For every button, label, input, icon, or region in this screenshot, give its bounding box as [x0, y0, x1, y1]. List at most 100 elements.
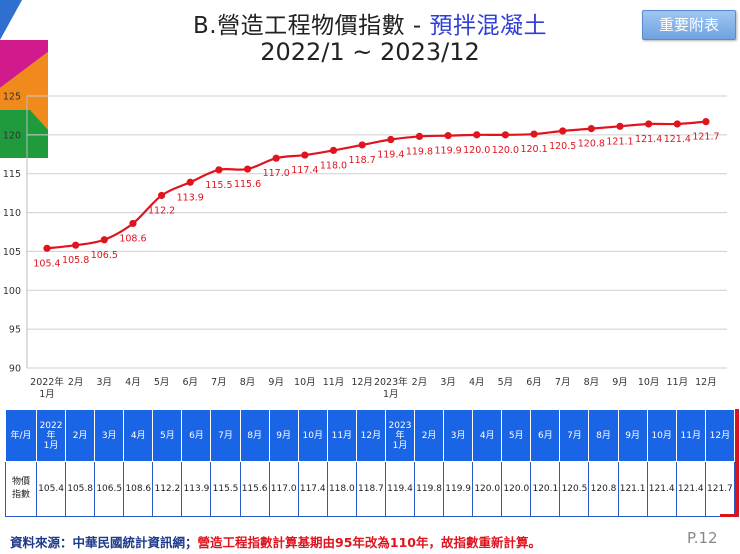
y-tick-label: 90: [9, 364, 21, 375]
y-tick-label: 120: [3, 130, 21, 141]
data-point: [616, 122, 624, 130]
table-cell: 118.0: [326, 461, 357, 517]
x-tick-label: 7月: [555, 377, 571, 388]
table-cell: 120.0: [501, 461, 532, 517]
table-cell: 120.8: [588, 461, 619, 517]
x-tick-label: 2月: [412, 377, 428, 388]
table-cell: 120.1: [530, 461, 561, 517]
data-label: 117.4: [291, 165, 318, 176]
table-cell: 106.5: [94, 461, 125, 517]
y-axis-ticks: 90 95 100 105 110 115 120 125: [3, 92, 21, 375]
source-note: 營造工程指數計算基期由95年改為110年，故指數重新計算。: [197, 535, 542, 550]
data-point: [72, 241, 80, 249]
y-tick-label: 110: [3, 208, 21, 219]
table-cell: 121.4: [646, 461, 677, 517]
data-point: [387, 135, 395, 144]
data-point: [587, 125, 595, 133]
x-tick-label: 5月: [154, 377, 170, 388]
table-cell: 113.9: [181, 461, 212, 517]
table-column-header: 7月: [559, 409, 590, 462]
appendix-button[interactable]: 重要附表: [642, 10, 736, 40]
data-label: 119.4: [377, 150, 404, 161]
data-label: 118.0: [320, 160, 347, 171]
data-label: 121.1: [606, 136, 633, 147]
data-label: 119.8: [406, 146, 433, 157]
data-point: [329, 146, 338, 154]
table-column-header: 2月: [65, 409, 96, 462]
table-corner-header: 年/月: [5, 409, 37, 462]
y-tick-label: 105: [3, 247, 21, 258]
table-cell: 118.7: [355, 461, 386, 517]
y-tick-label: 125: [3, 92, 21, 103]
x-tick-label: 10月: [294, 377, 316, 388]
table-column-header: 4月: [472, 409, 503, 462]
table-cell: 119.8: [414, 461, 445, 517]
title-prefix: B.營造工程物價指數 -: [192, 13, 430, 39]
y-tick-label: 95: [9, 325, 21, 336]
table-cell: 121.4: [675, 461, 706, 517]
table-cell: 115.6: [239, 461, 270, 517]
table-column-header: 2022年 1月: [35, 409, 67, 462]
x-tick-label: 6月: [526, 377, 542, 388]
y-tick-label: 115: [3, 169, 21, 180]
table-cell: 117.0: [268, 461, 299, 517]
source-text: 資料來源：中華民國統計資訊網；: [10, 535, 198, 550]
data-label: 108.6: [119, 233, 146, 244]
data-label: 117.0: [263, 168, 290, 179]
table-column-header: 11月: [326, 409, 357, 462]
data-point: [415, 132, 424, 141]
table-column-header: 2月: [414, 409, 445, 462]
table-cell: 120.5: [559, 461, 590, 517]
x-tick-label: 3月: [97, 377, 113, 388]
data-point: [129, 219, 137, 228]
table-column-header: 12月: [355, 409, 386, 462]
table-column-header: 5月: [152, 409, 183, 462]
data-point: [444, 132, 452, 140]
data-point: [100, 236, 108, 244]
table-cell: 112.2: [152, 461, 183, 517]
data-label: 120.1: [520, 144, 547, 155]
data-point: [43, 244, 51, 252]
table-column-header: 2023年 1月: [384, 409, 416, 462]
table-cell: 105.8: [65, 461, 96, 517]
x-tick-label: 3月: [440, 377, 456, 388]
corner-decoration: [0, 0, 48, 158]
x-tick-label: 11月: [667, 377, 689, 388]
table-cell: 108.6: [123, 461, 154, 517]
red-accent-bar: [735, 409, 739, 517]
data-point: [243, 165, 252, 173]
data-table: 年/月 2022年 1月 2月 3月 4月 5月 6月 7月 8月 9月 10月 11月 12月 2023年…: [5, 409, 736, 517]
title-highlight: 預拌混凝土: [429, 13, 547, 39]
data-point: [559, 127, 567, 135]
table-column-header: 6月: [530, 409, 561, 462]
x-tick-label: 1月: [39, 389, 55, 400]
table-column-header: 8月: [239, 409, 270, 462]
data-point: [645, 120, 653, 128]
data-label: 115.5: [205, 180, 232, 191]
x-tick-label: 1月: [383, 389, 399, 400]
x-tick-label: 2022年: [30, 376, 64, 388]
footer-source: 資料來源：中華民國統計資訊網；營造工程指數計算基期由95年改為110年，故指數重…: [10, 532, 541, 551]
data-label: 106.5: [91, 250, 118, 261]
data-point: [530, 130, 538, 138]
data-label: 121.7: [692, 132, 719, 143]
table-column-header: 10月: [646, 409, 677, 462]
table-column-header: 11月: [675, 409, 706, 462]
data-point: [358, 141, 366, 149]
table-cell: 117.4: [297, 461, 328, 517]
table-column-header: 9月: [617, 409, 648, 462]
x-tick-label: 9月: [268, 377, 284, 388]
red-accent-corner: [720, 514, 739, 517]
table-column-header: 3月: [94, 409, 125, 462]
x-tick-label: 12月: [351, 377, 373, 388]
table-column-header: 6月: [181, 409, 212, 462]
data-label: 120.8: [578, 139, 605, 150]
page-number: P.12: [687, 529, 718, 547]
corner-magenta-shape: [0, 40, 48, 88]
corner-green-shape: [0, 110, 48, 158]
data-label: 113.9: [177, 192, 204, 203]
x-tick-label: 9月: [612, 377, 628, 388]
table-column-header: 12月: [704, 409, 736, 462]
